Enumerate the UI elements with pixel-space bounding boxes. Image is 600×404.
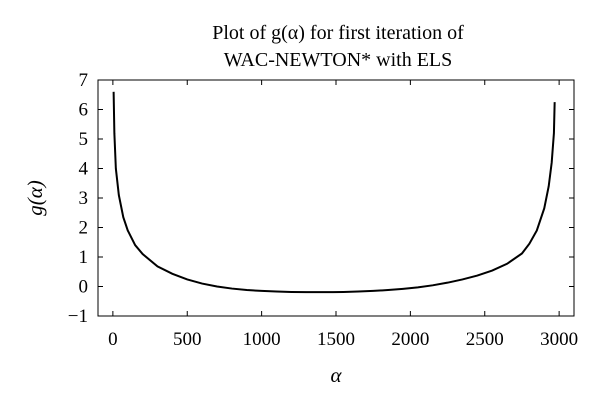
y-tick-label: 7 bbox=[79, 70, 89, 91]
chart-title-line-2: WAC-NEWTON* with ELS bbox=[224, 49, 453, 71]
series-layer bbox=[112, 91, 556, 294]
y-tick-label: 3 bbox=[79, 188, 89, 209]
x-tick-label: 3000 bbox=[540, 329, 578, 350]
y-tick-label: 5 bbox=[79, 129, 89, 150]
y-tick-label: 4 bbox=[79, 159, 89, 180]
chart-title-line-1: Plot of g(α) for first iteration of bbox=[212, 22, 464, 44]
x-tick-label: 500 bbox=[173, 329, 202, 350]
x-tick-label: 2000 bbox=[391, 329, 429, 350]
x-tick-label: 1500 bbox=[317, 329, 355, 350]
y-tick-label: −1 bbox=[68, 306, 88, 327]
y-axis-label: g(α) bbox=[23, 180, 47, 216]
y-tick-label: 0 bbox=[79, 277, 89, 298]
x-tick-label: 1000 bbox=[243, 329, 281, 350]
y-tick-label: 2 bbox=[79, 218, 89, 239]
plot-frame bbox=[97, 79, 575, 317]
series-line bbox=[112, 91, 556, 294]
x-tick-label: 0 bbox=[108, 329, 118, 350]
y-tick-label: 6 bbox=[79, 100, 89, 121]
x-axis: 0 500 1000 1500 2000 2500 3000 bbox=[108, 80, 578, 350]
y-axis: −1 0 1 2 3 4 5 6 7 bbox=[68, 70, 574, 327]
x-axis-label: α bbox=[330, 363, 342, 387]
x-tick-label: 2500 bbox=[466, 329, 504, 350]
y-tick-label: 1 bbox=[79, 247, 89, 268]
